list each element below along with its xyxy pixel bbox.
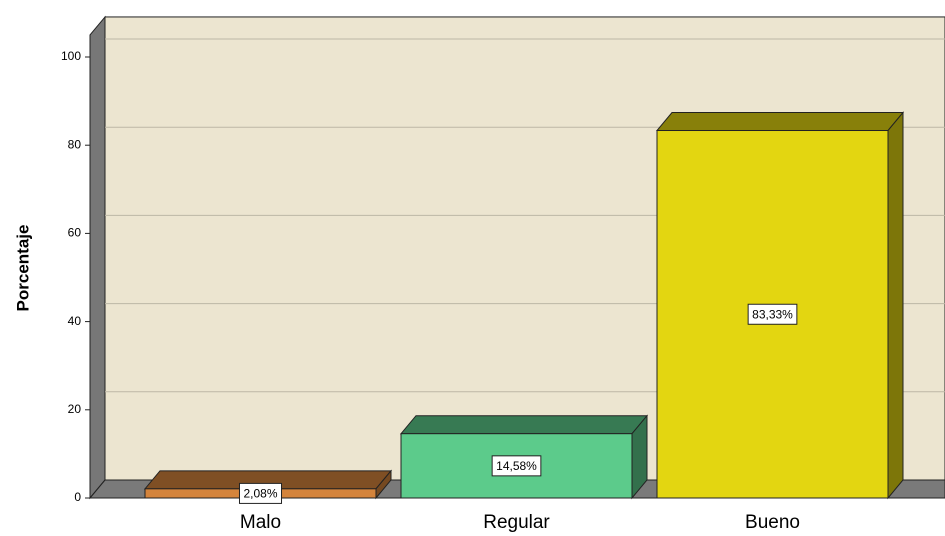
value-label: 2,08% xyxy=(243,487,277,501)
x-tick-label: Regular xyxy=(483,512,550,533)
y-axis-label: Porcentaje xyxy=(13,225,32,312)
x-tick-label: Bueno xyxy=(745,512,800,533)
y-tick-label: 60 xyxy=(68,226,82,240)
bar-top xyxy=(655,112,905,132)
bar-top xyxy=(399,415,649,435)
value-label: 83,33% xyxy=(752,307,793,321)
y-tick-label: 80 xyxy=(68,137,82,151)
left-wall xyxy=(89,15,106,500)
y-tick-label: 0 xyxy=(74,490,81,504)
value-label: 14,58% xyxy=(496,459,537,473)
y-tick-label: 100 xyxy=(61,49,81,63)
value-label-box xyxy=(747,303,798,325)
y-tick-label: 40 xyxy=(68,314,82,328)
value-label-box xyxy=(238,482,283,504)
x-tick-label: Malo xyxy=(240,512,281,533)
value-label-box xyxy=(491,455,542,477)
bar-side xyxy=(887,111,904,500)
y-tick-label: 20 xyxy=(68,402,82,416)
